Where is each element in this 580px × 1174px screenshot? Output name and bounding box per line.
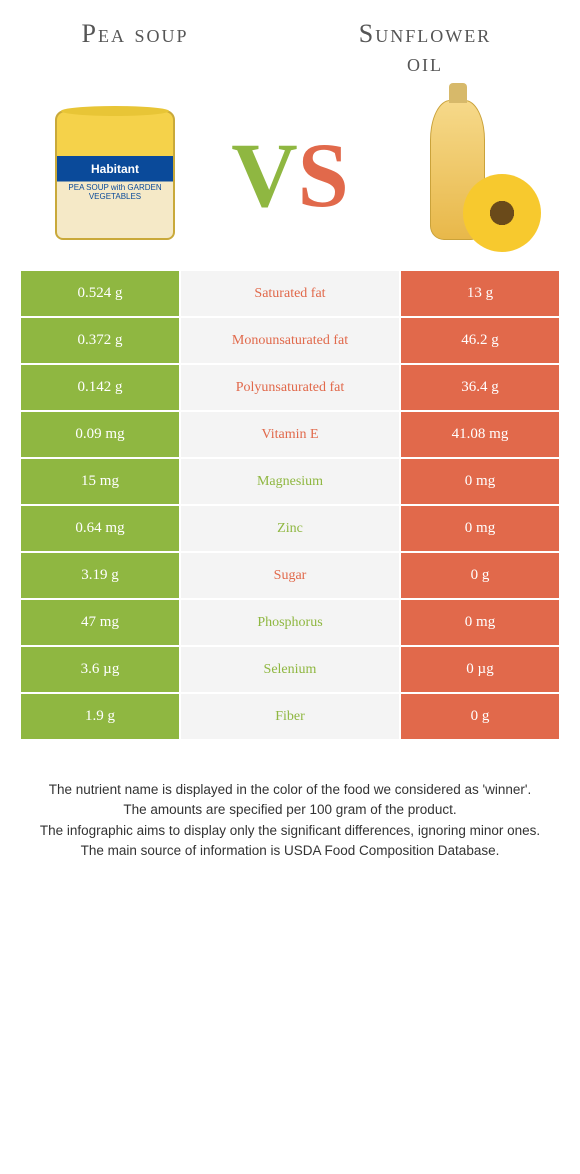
table-row: 15 mgMagnesium0 mg: [20, 458, 560, 505]
left-value: 0.524 g: [20, 270, 180, 317]
can-brand-label: Habitant: [57, 162, 173, 176]
left-value: 15 mg: [20, 458, 180, 505]
pea-soup-can-icon: Habitant PEA SOUP with GARDEN VEGETABLES: [55, 110, 175, 240]
title-right-line1: Sunflower: [359, 19, 491, 48]
footer-line-1: The nutrient name is displayed in the co…: [30, 780, 550, 800]
table-row: 0.64 mgZinc0 mg: [20, 505, 560, 552]
left-value: 0.09 mg: [20, 411, 180, 458]
can-sub-label: PEA SOUP with GARDEN VEGETABLES: [57, 183, 173, 201]
title-right-line2: oil: [407, 48, 443, 77]
table-row: 0.09 mgVitamin E41.08 mg: [20, 411, 560, 458]
title-left: Pea soup: [0, 20, 270, 49]
right-value: 0 mg: [400, 505, 560, 552]
nutrient-label: Zinc: [180, 505, 400, 552]
footer-notes: The nutrient name is displayed in the co…: [30, 780, 550, 861]
table-row: 0.524 gSaturated fat13 g: [20, 270, 560, 317]
title-right: Sunflower oil: [270, 20, 580, 77]
header: Pea soup Sunflower oil: [0, 0, 580, 90]
nutrient-label: Magnesium: [180, 458, 400, 505]
footer-line-4: The main source of information is USDA F…: [30, 841, 550, 861]
table-row: 0.142 gPolyunsaturated fat36.4 g: [20, 364, 560, 411]
left-value: 47 mg: [20, 599, 180, 646]
right-value: 41.08 mg: [400, 411, 560, 458]
right-value: 0 mg: [400, 458, 560, 505]
left-image: Habitant PEA SOUP with GARDEN VEGETABLES: [0, 90, 230, 260]
table-row: 3.6 µgSelenium0 µg: [20, 646, 560, 693]
left-value: 3.19 g: [20, 552, 180, 599]
nutrient-label: Selenium: [180, 646, 400, 693]
images-row: Habitant PEA SOUP with GARDEN VEGETABLES…: [0, 90, 580, 260]
table-row: 47 mgPhosphorus0 mg: [20, 599, 560, 646]
right-value: 36.4 g: [400, 364, 560, 411]
sunflower-oil-icon: [395, 100, 535, 250]
nutrient-label: Sugar: [180, 552, 400, 599]
left-value: 3.6 µg: [20, 646, 180, 693]
right-value: 0 mg: [400, 599, 560, 646]
left-value: 0.142 g: [20, 364, 180, 411]
table-row: 1.9 gFiber0 g: [20, 693, 560, 740]
right-image: [350, 90, 580, 260]
table-row: 0.372 gMonounsaturated fat46.2 g: [20, 317, 560, 364]
right-value: 0 µg: [400, 646, 560, 693]
sunflower-icon: [463, 174, 541, 252]
right-value: 13 g: [400, 270, 560, 317]
left-value: 0.64 mg: [20, 505, 180, 552]
footer-line-2: The amounts are specified per 100 gram o…: [30, 800, 550, 820]
vs-v-letter: V: [231, 129, 297, 221]
nutrient-label: Vitamin E: [180, 411, 400, 458]
nutrient-label: Saturated fat: [180, 270, 400, 317]
nutrient-label: Polyunsaturated fat: [180, 364, 400, 411]
nutrient-label: Fiber: [180, 693, 400, 740]
vs-s-letter: S: [298, 129, 349, 221]
footer-line-3: The infographic aims to display only the…: [30, 821, 550, 841]
right-value: 0 g: [400, 693, 560, 740]
left-value: 1.9 g: [20, 693, 180, 740]
right-value: 46.2 g: [400, 317, 560, 364]
right-value: 0 g: [400, 552, 560, 599]
nutrient-table: 0.524 gSaturated fat13 g0.372 gMonounsat…: [20, 270, 560, 740]
vs-label: VS: [230, 129, 350, 221]
nutrient-label: Phosphorus: [180, 599, 400, 646]
left-value: 0.372 g: [20, 317, 180, 364]
nutrient-label: Monounsaturated fat: [180, 317, 400, 364]
table-row: 3.19 gSugar0 g: [20, 552, 560, 599]
